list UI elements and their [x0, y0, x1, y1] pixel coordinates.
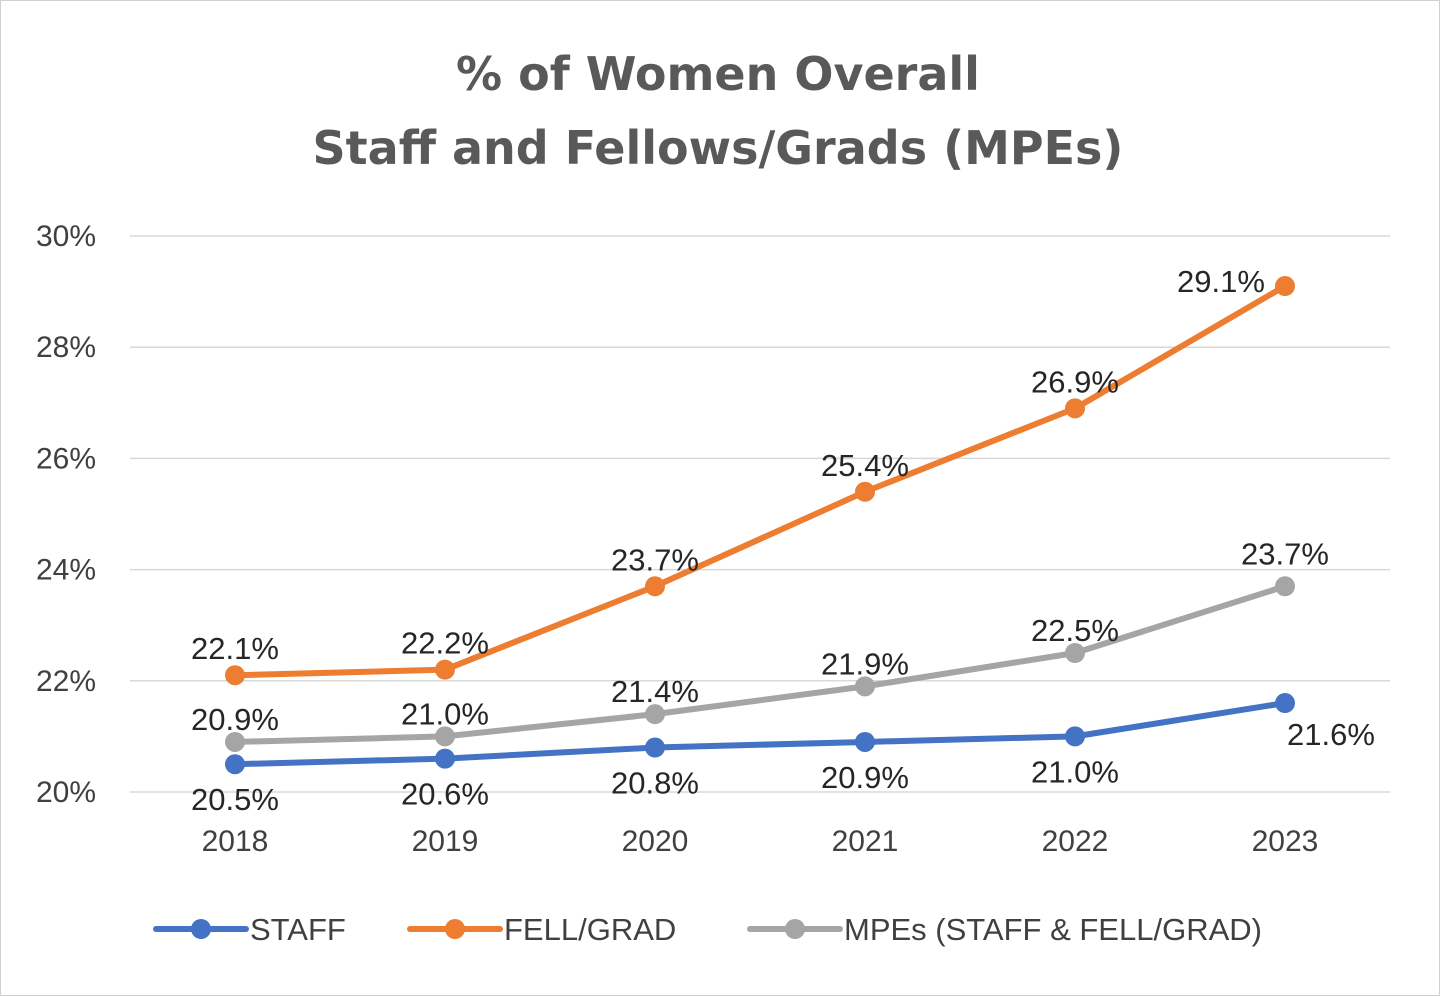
point-mpes-2021	[855, 676, 875, 697]
x-tick-label-2021: 2021	[832, 825, 899, 858]
y-tick-label-3: 26%	[36, 442, 96, 475]
point-fell-grad-2019	[435, 659, 455, 680]
point-staff-2018	[225, 754, 245, 775]
y-tick-label-2: 24%	[36, 554, 96, 587]
point-staff-2023	[1275, 693, 1295, 714]
point-fell-grad-2018	[225, 665, 245, 686]
chart-title: % of Women Overall Staff and Fellows/Gra…	[313, 47, 1124, 175]
data-label-fell-grad-2023: 29.1%	[1177, 264, 1265, 299]
data-label-staff-2021: 20.9%	[821, 760, 909, 795]
x-tick-label-2019: 2019	[412, 825, 479, 858]
data-label-staff-2018: 20.5%	[191, 782, 279, 817]
y-tick-label-4: 28%	[36, 331, 96, 364]
point-fell-grad-2022	[1065, 398, 1085, 419]
x-tick-label-2023: 2023	[1252, 825, 1319, 858]
x-tick-label-2020: 2020	[622, 825, 689, 858]
chart-title-line-1: % of Women Overall	[456, 47, 980, 101]
point-fell-grad-2021	[855, 481, 875, 502]
y-tick-label-1: 22%	[36, 665, 96, 698]
data-label-fell-grad-2020: 23.7%	[611, 542, 699, 577]
data-label-fell-grad-2018: 22.1%	[191, 631, 279, 666]
legend: STAFF FELL/GRAD MPEs (STAFF & FELL/GRAD)	[153, 912, 1262, 947]
point-mpes-2020	[645, 704, 665, 725]
data-label-mpes-2018: 20.9%	[191, 702, 279, 737]
y-tick-label-5: 30%	[36, 220, 96, 253]
data-label-mpes-2023: 23.7%	[1241, 536, 1329, 571]
series-lines	[225, 276, 1295, 775]
point-mpes-2019	[435, 726, 455, 747]
point-mpes-2023	[1275, 576, 1295, 597]
data-label-mpes-2022: 22.5%	[1031, 613, 1119, 648]
data-label-mpes-2020: 21.4%	[611, 674, 699, 709]
y-axis-ticks: 20% 22% 24% 26% 28% 30%	[36, 220, 96, 809]
gridlines	[130, 235, 1390, 793]
data-label-fell-grad-2021: 25.4%	[821, 448, 909, 483]
data-label-mpes-2019: 21.0%	[401, 696, 489, 731]
point-fell-grad-2020	[645, 576, 665, 597]
series-line-staff	[232, 700, 1288, 768]
data-label-staff-2023: 21.6%	[1287, 717, 1375, 752]
point-staff-2020	[645, 737, 665, 758]
series-line-fell-grad	[232, 283, 1288, 679]
data-label-staff-2022: 21.0%	[1031, 754, 1119, 789]
x-axis-ticks: 2018 2019 2020 2021 2022 2023	[202, 825, 1319, 858]
x-tick-label-2018: 2018	[202, 825, 269, 858]
point-mpes-2022	[1065, 643, 1085, 663]
series-line-mpes	[232, 583, 1288, 745]
point-fell-grad-2023	[1275, 276, 1295, 297]
point-mpes-2018	[225, 731, 245, 752]
data-label-fell-grad-2022: 26.9%	[1031, 364, 1119, 399]
data-labels: 20.5% 20.6% 20.8% 20.9% 21.0% 21.6% 22.1% 22.2%…	[191, 264, 1375, 817]
legend-marker-staff	[191, 919, 211, 939]
chart-title-line-2: Staff and Fellows/Grads (MPEs)	[313, 121, 1124, 175]
data-label-mpes-2021: 21.9%	[821, 646, 909, 681]
legend-label-fell-grad: FELL/GRAD	[504, 912, 676, 947]
y-tick-label-0: 20%	[36, 776, 96, 809]
data-label-fell-grad-2019: 22.2%	[401, 626, 489, 661]
legend-label-mpes: MPEs (STAFF & FELL/GRAD)	[844, 912, 1262, 947]
point-staff-2021	[855, 731, 875, 752]
legend-marker-fell-grad	[445, 919, 465, 939]
data-label-staff-2020: 20.8%	[611, 766, 699, 801]
point-staff-2022	[1065, 726, 1085, 747]
data-label-staff-2019: 20.6%	[401, 777, 489, 812]
x-tick-label-2022: 2022	[1042, 825, 1109, 858]
point-staff-2019	[435, 748, 455, 769]
legend-label-staff: STAFF	[250, 912, 346, 947]
legend-marker-mpes	[785, 919, 805, 939]
